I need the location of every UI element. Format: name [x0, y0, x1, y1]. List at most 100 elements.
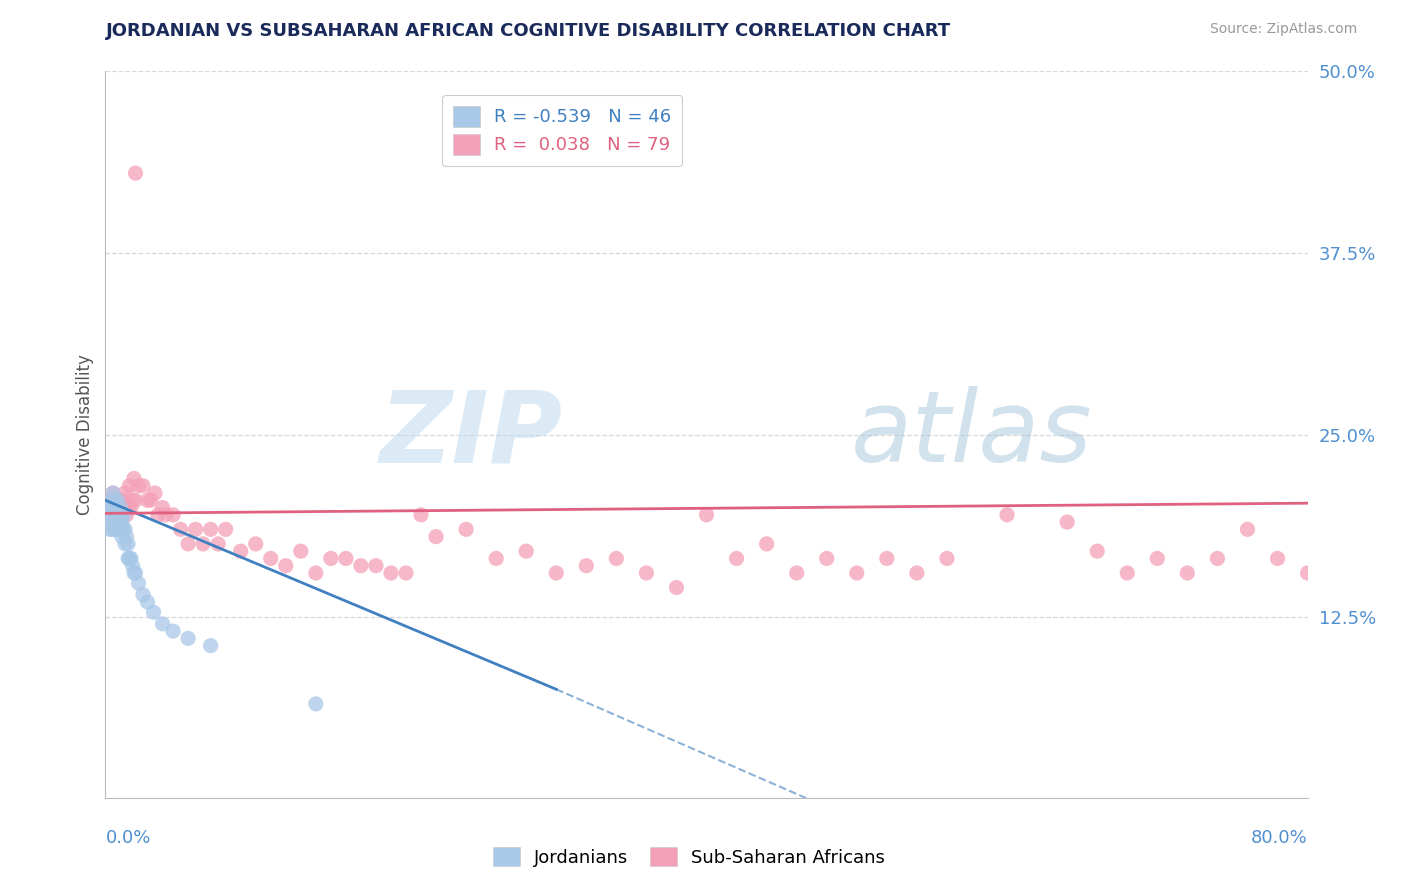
Point [936, 551, 959, 566]
Point [364, 558, 387, 573]
Text: JORDANIAN VS SUBSAHARAN AFRICAN COGNITIVE DISABILITY CORRELATION CHART: JORDANIAN VS SUBSAHARAN AFRICAN COGNITIV… [105, 22, 950, 40]
Point [409, 508, 432, 522]
Point [696, 508, 718, 522]
Point [100, 515, 122, 529]
Point [103, 500, 125, 515]
Point [100, 493, 122, 508]
Point [111, 500, 134, 515]
Point [665, 581, 688, 595]
Text: atlas: atlas [851, 386, 1092, 483]
Point [104, 515, 127, 529]
Point [335, 551, 357, 566]
Point [136, 595, 159, 609]
Point [112, 522, 135, 536]
Point [143, 486, 166, 500]
Point [124, 493, 146, 508]
Point [485, 551, 508, 566]
Point [115, 508, 138, 522]
Point [605, 551, 627, 566]
Point [114, 486, 136, 500]
Point [111, 530, 134, 544]
Legend: R = -0.539   N = 46, R =  0.038   N = 79: R = -0.539 N = 46, R = 0.038 N = 79 [441, 95, 682, 166]
Point [108, 508, 131, 522]
Point [108, 522, 131, 536]
Point [636, 566, 658, 580]
Point [200, 639, 222, 653]
Point [1116, 566, 1139, 580]
Point [107, 508, 129, 522]
Point [107, 508, 129, 522]
Point [169, 522, 191, 536]
Point [1206, 551, 1229, 566]
Point [305, 697, 328, 711]
Point [146, 508, 169, 522]
Point [97, 500, 120, 515]
Point [1236, 522, 1258, 536]
Point [101, 500, 124, 515]
Point [114, 522, 136, 536]
Point [229, 544, 252, 558]
Y-axis label: Cognitive Disability: Cognitive Disability [76, 354, 94, 516]
Point [111, 515, 134, 529]
Point [103, 522, 125, 536]
Point [575, 558, 598, 573]
Point [184, 522, 207, 536]
Point [98, 508, 121, 522]
Point [546, 566, 568, 580]
Point [103, 515, 125, 529]
Point [136, 493, 159, 508]
Point [103, 493, 125, 508]
Point [103, 508, 125, 522]
Point [97, 500, 120, 515]
Point [110, 508, 132, 522]
Point [124, 166, 146, 180]
Point [98, 522, 121, 536]
Point [200, 522, 222, 536]
Point [124, 566, 146, 580]
Point [122, 566, 145, 580]
Point [132, 588, 155, 602]
Point [290, 544, 312, 558]
Point [118, 551, 141, 566]
Point [319, 551, 342, 566]
Point [260, 551, 283, 566]
Point [121, 558, 143, 573]
Point [1296, 566, 1319, 580]
Point [120, 500, 142, 515]
Point [155, 508, 177, 522]
Point [305, 566, 328, 580]
Point [725, 551, 748, 566]
Point [117, 537, 139, 551]
Point [350, 558, 373, 573]
Point [876, 551, 898, 566]
Point [245, 537, 267, 551]
Point [112, 508, 135, 522]
Point [107, 522, 129, 536]
Point [121, 493, 143, 508]
Point [117, 551, 139, 566]
Point [845, 566, 868, 580]
Point [101, 486, 124, 500]
Point [1175, 566, 1198, 580]
Point [117, 500, 139, 515]
Point [107, 493, 129, 508]
Point [152, 616, 174, 631]
Point [112, 493, 135, 508]
Point [177, 632, 200, 646]
Point [101, 486, 124, 500]
Point [120, 551, 142, 566]
Point [1056, 515, 1078, 529]
Point [162, 624, 184, 639]
Point [101, 522, 124, 536]
Legend: Jordanians, Sub-Saharan Africans: Jordanians, Sub-Saharan Africans [485, 840, 893, 874]
Point [108, 515, 131, 529]
Point [110, 522, 132, 536]
Text: ZIP: ZIP [380, 386, 562, 483]
Point [139, 493, 162, 508]
Point [162, 508, 184, 522]
Point [104, 500, 127, 515]
Point [207, 537, 229, 551]
Point [755, 537, 778, 551]
Point [191, 537, 214, 551]
Point [132, 479, 155, 493]
